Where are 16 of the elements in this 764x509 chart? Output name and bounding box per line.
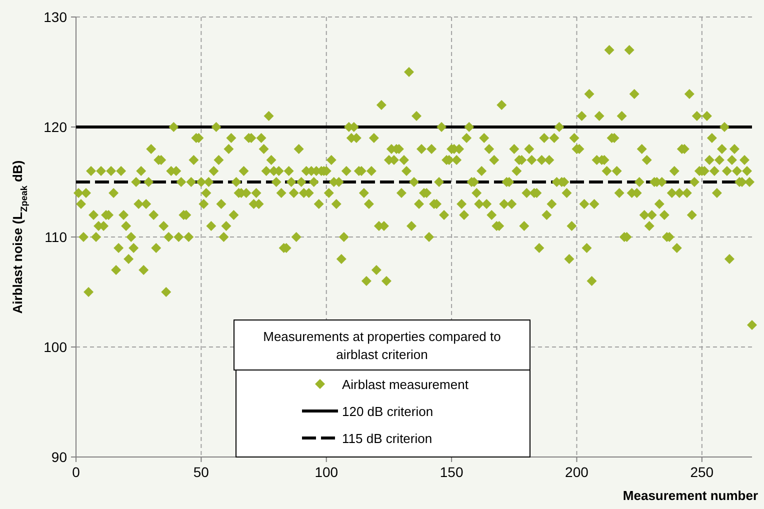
y-tick-label: 110	[44, 229, 68, 245]
y-tick-label: 100	[44, 339, 68, 355]
legend-label: Airblast measurement	[342, 377, 469, 392]
x-tick-label: 200	[565, 464, 589, 480]
legend-title: Measurements at properties compared to airblast criterion	[263, 329, 501, 362]
x-tick-label: 0	[72, 464, 80, 480]
x-axis-title: Measurement number	[622, 488, 758, 503]
x-tick-label: 100	[314, 464, 338, 480]
x-tick-label: 50	[193, 464, 210, 480]
legend-label: 120 dB criterion	[342, 404, 434, 419]
y-tick-label: 90	[51, 449, 68, 465]
x-tick-label: 150	[440, 464, 464, 480]
legend-label: 115 dB criterion	[342, 431, 432, 446]
y-tick-label: 120	[44, 119, 68, 135]
y-tick-label: 130	[44, 9, 68, 25]
x-tick-label: 250	[690, 464, 714, 480]
